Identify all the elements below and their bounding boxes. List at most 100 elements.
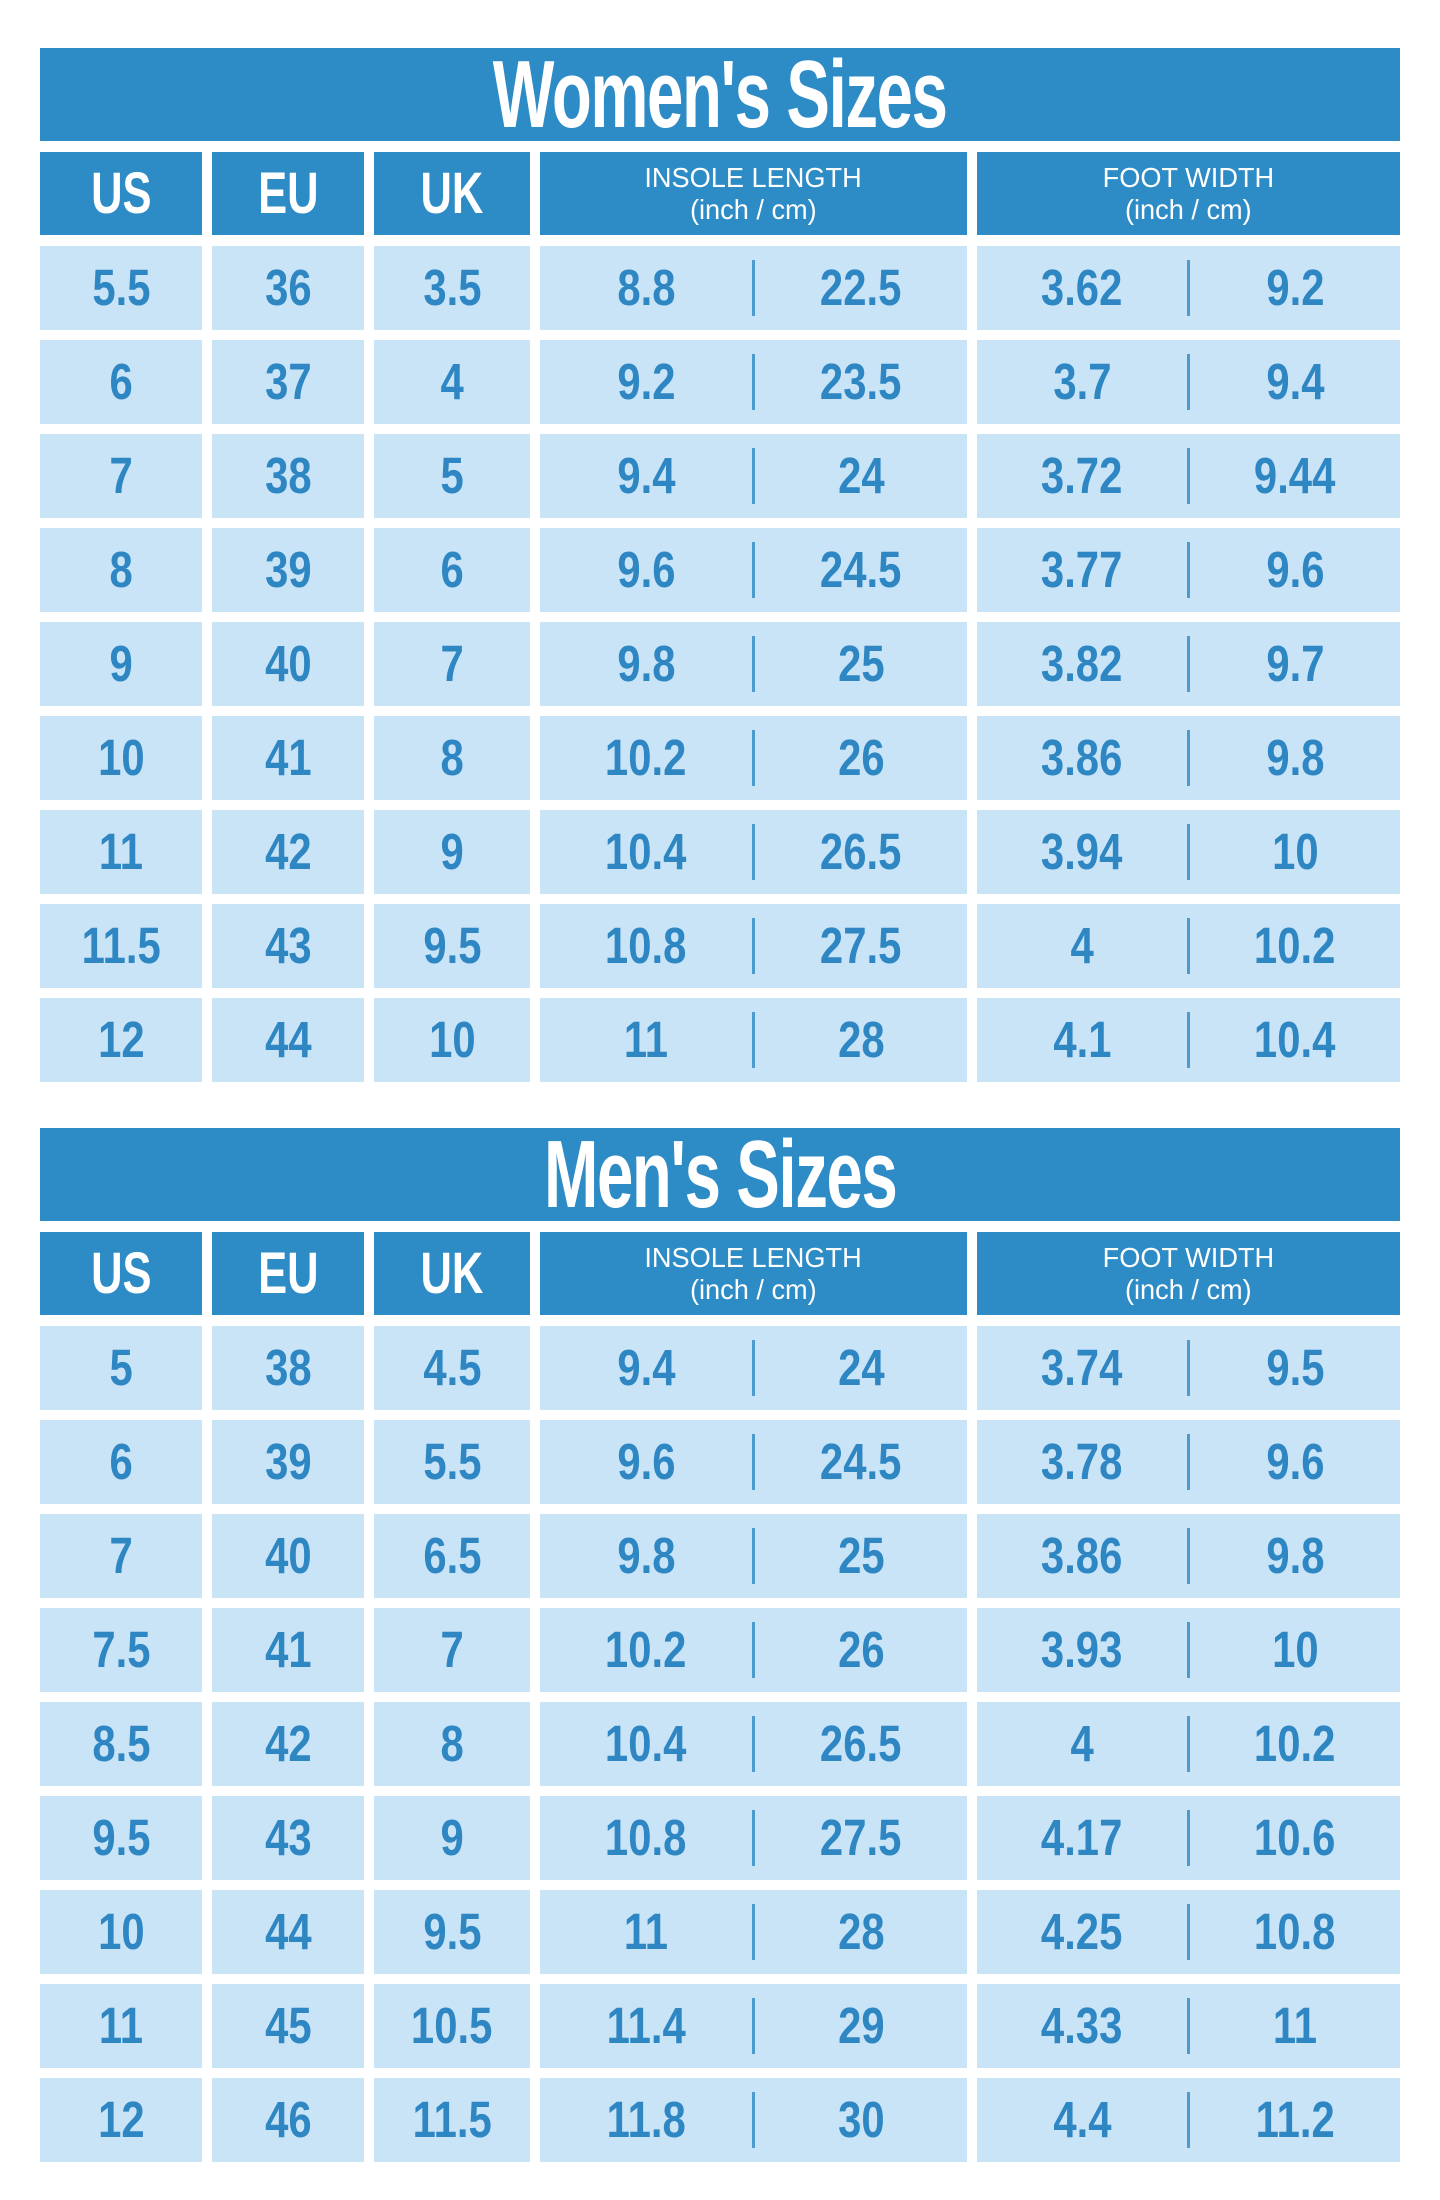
- divider-line: [1187, 1528, 1190, 1584]
- size-row: 6 39 5.5 9.6 24.5 3.78: [40, 1420, 1400, 1504]
- size-row: 6 37 4 9.2 23.5 3.7: [40, 340, 1400, 424]
- insole-length-cell: 10.8 27.5: [540, 1796, 967, 1880]
- eu-size-value: 46: [264, 2091, 312, 2148]
- insole-length-cell: 9.4 24: [540, 434, 967, 518]
- mens-table-title: Men's Sizes: [543, 1128, 898, 1221]
- uk-size-value: 11.5: [412, 2091, 492, 2148]
- insole-length-cell: 10.2 26: [540, 716, 967, 800]
- size-row: 5 38 4.5 9.4 24 3.74: [40, 1326, 1400, 1410]
- womens-rows: 5.5 36 3.5 8.8 22.5 3.62: [40, 246, 1400, 1082]
- insole-length-cm-value: 26: [837, 1621, 885, 1678]
- divider-line: [752, 354, 755, 410]
- us-size-cell: 7: [40, 1514, 202, 1598]
- eu-size-value: 44: [264, 1011, 312, 1068]
- insole-length-cell: 9.8 25: [540, 622, 967, 706]
- eu-size-cell: 46: [212, 2078, 364, 2162]
- insole-length-cm-value: 25: [837, 1527, 885, 1584]
- column-header-uk-label: UK: [420, 160, 484, 226]
- us-size-value: 5.5: [91, 259, 151, 316]
- uk-size-value: 7: [440, 1621, 464, 1678]
- foot-width-inch-value: 3.62: [1041, 259, 1123, 316]
- foot-width-inch-value: 3.7: [1052, 353, 1112, 410]
- eu-size-cell: 36: [212, 246, 364, 330]
- foot-width-inch-value: 4.25: [1041, 1903, 1123, 1960]
- uk-size-value: 9.5: [422, 1903, 482, 1960]
- eu-size-cell: 38: [212, 434, 364, 518]
- foot-width-cell: 4.1 10.4: [977, 998, 1400, 1082]
- column-header-foot-width: FOOT WIDTH (inch / cm): [977, 1232, 1400, 1315]
- size-row: 8.5 42 8 10.4 26.5 4: [40, 1702, 1400, 1786]
- foot-width-inch-value: 4.33: [1041, 1997, 1123, 2054]
- divider-line: [1187, 1998, 1190, 2054]
- eu-size-value: 43: [264, 1809, 312, 1866]
- uk-size-cell: 4.5: [374, 1326, 530, 1410]
- foot-width-cm-value: 9.8: [1265, 729, 1325, 786]
- uk-size-value: 10: [428, 1011, 476, 1068]
- us-size-value: 8.5: [91, 1715, 151, 1772]
- foot-width-cm-value: 10.6: [1254, 1809, 1336, 1866]
- eu-size-value: 42: [264, 1715, 312, 1772]
- insole-length-cm-value: 24.5: [820, 541, 902, 598]
- foot-width-inch-value: 3.72: [1041, 447, 1123, 504]
- divider-line: [752, 1904, 755, 1960]
- foot-width-inch-value: 3.86: [1041, 729, 1123, 786]
- insole-length-cell: 9.6 24.5: [540, 1420, 967, 1504]
- uk-size-cell: 6.5: [374, 1514, 530, 1598]
- insole-length-inch-value: 11.8: [606, 2091, 686, 2148]
- insole-length-cm-value: 26: [837, 729, 885, 786]
- insole-length-cell: 11.8 30: [540, 2078, 967, 2162]
- womens-header-row: US EU UK INSOLE LENGTH (inch / cm) FOOT …: [40, 152, 1400, 235]
- insole-length-inch-value: 8.8: [616, 259, 676, 316]
- foot-width-cm-value: 10.4: [1254, 1011, 1336, 1068]
- insole-length-inch-value: 10.4: [605, 823, 687, 880]
- us-size-cell: 5.5: [40, 246, 202, 330]
- divider-line: [752, 542, 755, 598]
- us-size-cell: 12: [40, 2078, 202, 2162]
- column-header-us: US: [40, 152, 202, 235]
- insole-length-inch-value: 9.4: [616, 1339, 676, 1396]
- foot-width-cm-value: 11: [1272, 1997, 1318, 2054]
- insole-length-inch-value: 10.2: [605, 1621, 687, 1678]
- insole-length-inch-value: 11: [623, 1011, 669, 1068]
- foot-width-cell: 4 10.2: [977, 1702, 1400, 1786]
- insole-length-inch-value: 10.8: [605, 1809, 687, 1866]
- foot-width-cell: 3.74 9.5: [977, 1326, 1400, 1410]
- divider-line: [1187, 636, 1190, 692]
- us-size-value: 10: [97, 1903, 145, 1960]
- us-size-value: 5: [109, 1339, 133, 1396]
- foot-width-cm-value: 9.44: [1254, 447, 1336, 504]
- us-size-value: 7.5: [91, 1621, 151, 1678]
- foot-width-label: FOOT WIDTH: [1102, 1241, 1275, 1273]
- column-header-us-label: US: [90, 1240, 152, 1306]
- us-size-cell: 8: [40, 528, 202, 612]
- divider-line: [752, 1622, 755, 1678]
- foot-width-cm-value: 10: [1271, 1621, 1319, 1678]
- us-size-value: 7: [109, 447, 133, 504]
- insole-length-cell: 10.2 26: [540, 1608, 967, 1692]
- eu-size-cell: 40: [212, 1514, 364, 1598]
- foot-width-cm-value: 10.2: [1254, 917, 1336, 974]
- uk-size-cell: 3.5: [374, 246, 530, 330]
- size-row: 12 46 11.5 11.8 30 4.4: [40, 2078, 1400, 2162]
- size-row: 11 42 9 10.4 26.5 3.94: [40, 810, 1400, 894]
- us-size-value: 12: [97, 1011, 145, 1068]
- foot-width-cell: 3.77 9.6: [977, 528, 1400, 612]
- divider-line: [752, 2092, 755, 2148]
- uk-size-cell: 8: [374, 1702, 530, 1786]
- us-size-value: 7: [109, 1527, 133, 1584]
- eu-size-cell: 42: [212, 1702, 364, 1786]
- us-size-cell: 10: [40, 716, 202, 800]
- insole-length-cell: 10.8 27.5: [540, 904, 967, 988]
- insole-length-cell: 9.4 24: [540, 1326, 967, 1410]
- column-header-uk: UK: [374, 1232, 530, 1315]
- us-size-cell: 6: [40, 1420, 202, 1504]
- eu-size-cell: 38: [212, 1326, 364, 1410]
- eu-size-cell: 39: [212, 528, 364, 612]
- divider-line: [1187, 1340, 1190, 1396]
- us-size-value: 12: [97, 2091, 145, 2148]
- us-size-cell: 9: [40, 622, 202, 706]
- eu-size-value: 38: [264, 447, 312, 504]
- divider-line: [752, 1434, 755, 1490]
- mens-size-table: Men's Sizes US EU UK INSOLE LENGTH (inch…: [40, 1128, 1400, 2162]
- foot-width-cm-value: 9.5: [1265, 1339, 1325, 1396]
